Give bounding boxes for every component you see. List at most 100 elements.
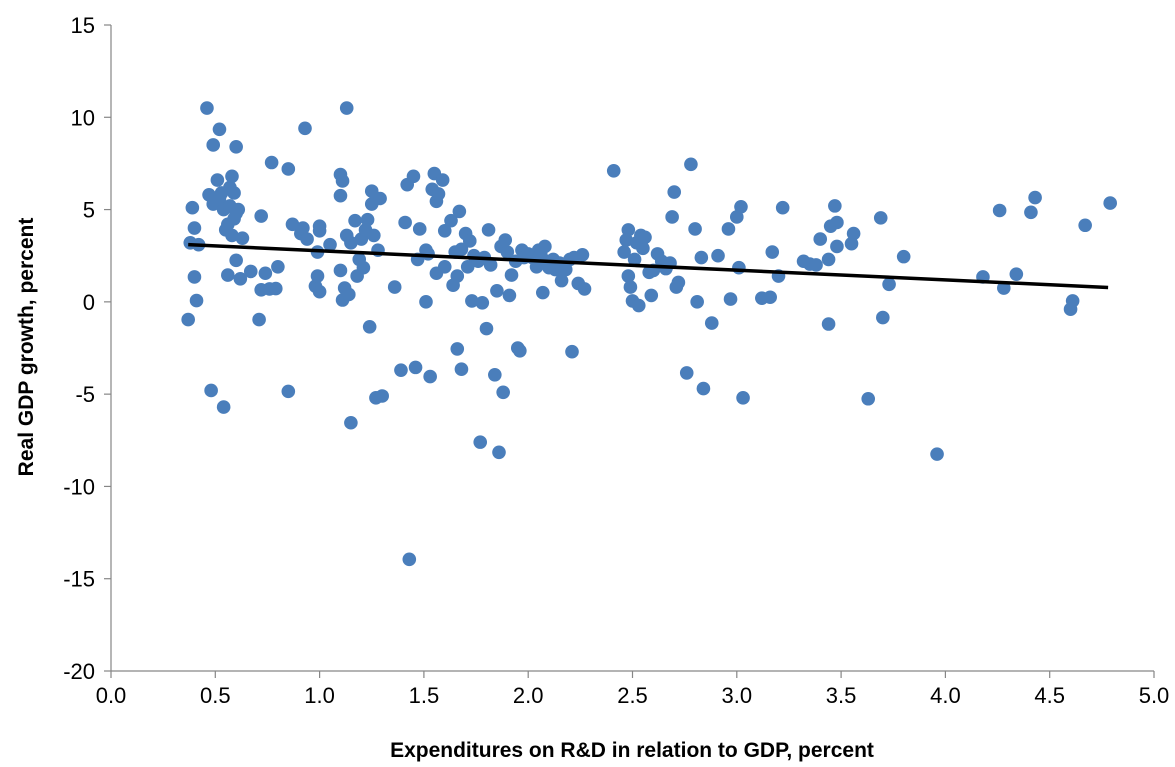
data-point (335, 174, 350, 188)
data-point (606, 164, 621, 178)
data-point (344, 235, 358, 250)
data-point (268, 281, 283, 296)
data-point (402, 552, 417, 567)
data-point (538, 239, 552, 254)
data-point (465, 294, 479, 308)
data-point (185, 200, 200, 215)
data-point (204, 383, 218, 398)
data-point (437, 259, 452, 274)
data-point (554, 273, 569, 288)
x-tick-label: 4.5 (1034, 683, 1065, 708)
data-point (896, 249, 911, 264)
data-point (312, 223, 327, 238)
data-point (765, 245, 780, 259)
data-point (233, 271, 248, 286)
data-point (536, 285, 550, 300)
trendline (188, 242, 1109, 290)
data-point (339, 101, 354, 115)
data-point (690, 295, 704, 309)
data-point (1065, 294, 1080, 308)
data-point (830, 239, 844, 254)
data-point (1078, 218, 1092, 233)
data-point (229, 140, 243, 154)
data-point (704, 316, 719, 330)
data-point (285, 217, 300, 232)
data-point (423, 369, 437, 384)
data-point (679, 366, 694, 380)
data-point (694, 250, 709, 265)
y-tick-label: 5 (83, 198, 95, 223)
data-point (488, 367, 502, 382)
data-point (671, 275, 686, 290)
data-point (732, 260, 746, 275)
data-point (577, 282, 592, 296)
x-axis-ticks: 0.0 0.5 1.0 1.5 2.0 2.5 3.0 3.5 4.0 4.5 5.0 (96, 671, 1170, 708)
data-point (454, 362, 469, 377)
data-point (189, 293, 204, 308)
data-point (271, 259, 285, 274)
data-point (281, 162, 296, 176)
data-point (298, 121, 312, 136)
data-point (216, 400, 231, 414)
data-point (333, 263, 348, 278)
y-tick-label: -10 (63, 474, 95, 499)
data-point (435, 173, 450, 187)
y-axis-title: Real GDP growth, percent (15, 218, 38, 477)
data-point (565, 344, 579, 359)
data-point (444, 213, 458, 228)
x-tick-label: 5.0 (1139, 683, 1170, 708)
data-point (450, 342, 465, 356)
data-point (734, 200, 748, 214)
data-point (452, 204, 467, 219)
data-point (408, 360, 423, 375)
data-point (721, 222, 736, 236)
data-point (200, 101, 214, 115)
x-tick-label: 3.5 (826, 683, 857, 708)
data-point (362, 319, 377, 334)
y-tick-label: -20 (63, 659, 95, 684)
data-point (473, 435, 488, 449)
data-point (387, 280, 402, 294)
data-point (227, 186, 241, 200)
data-point (481, 223, 496, 237)
data-point (419, 295, 433, 309)
data-point (492, 445, 506, 460)
data-point (373, 191, 387, 206)
data-point (252, 312, 266, 327)
data-point (210, 173, 225, 187)
data-point (638, 230, 652, 245)
data-point (454, 242, 469, 257)
data-point (235, 231, 250, 245)
data-point (711, 248, 725, 263)
data-point (243, 264, 258, 279)
x-tick-label: 4.0 (930, 683, 961, 708)
data-point (498, 233, 513, 247)
data-point (763, 290, 777, 305)
data-point (1024, 205, 1038, 220)
data-point (627, 252, 642, 267)
y-tick-label: -5 (75, 382, 95, 407)
y-tick-label: 10 (71, 105, 95, 130)
data-point (736, 391, 750, 405)
data-point (1028, 190, 1042, 205)
x-tick-label: 1.5 (409, 683, 440, 708)
data-point (828, 199, 842, 213)
data-point (231, 202, 246, 217)
data-point (310, 269, 325, 283)
data-point (621, 269, 636, 283)
data-point (631, 298, 646, 313)
data-point (821, 252, 836, 267)
data-point (490, 283, 504, 298)
data-point (504, 268, 519, 282)
data-point (636, 241, 650, 256)
data-point (617, 245, 631, 259)
data-point (394, 363, 408, 377)
data-point (460, 259, 475, 274)
data-point (644, 288, 659, 303)
data-points (181, 101, 1117, 567)
y-tick-label: -15 (63, 567, 95, 592)
data-point (1103, 196, 1117, 210)
x-axis-title: Expenditures on R&D in relation to GDP, … (390, 739, 874, 762)
data-point (873, 211, 888, 225)
